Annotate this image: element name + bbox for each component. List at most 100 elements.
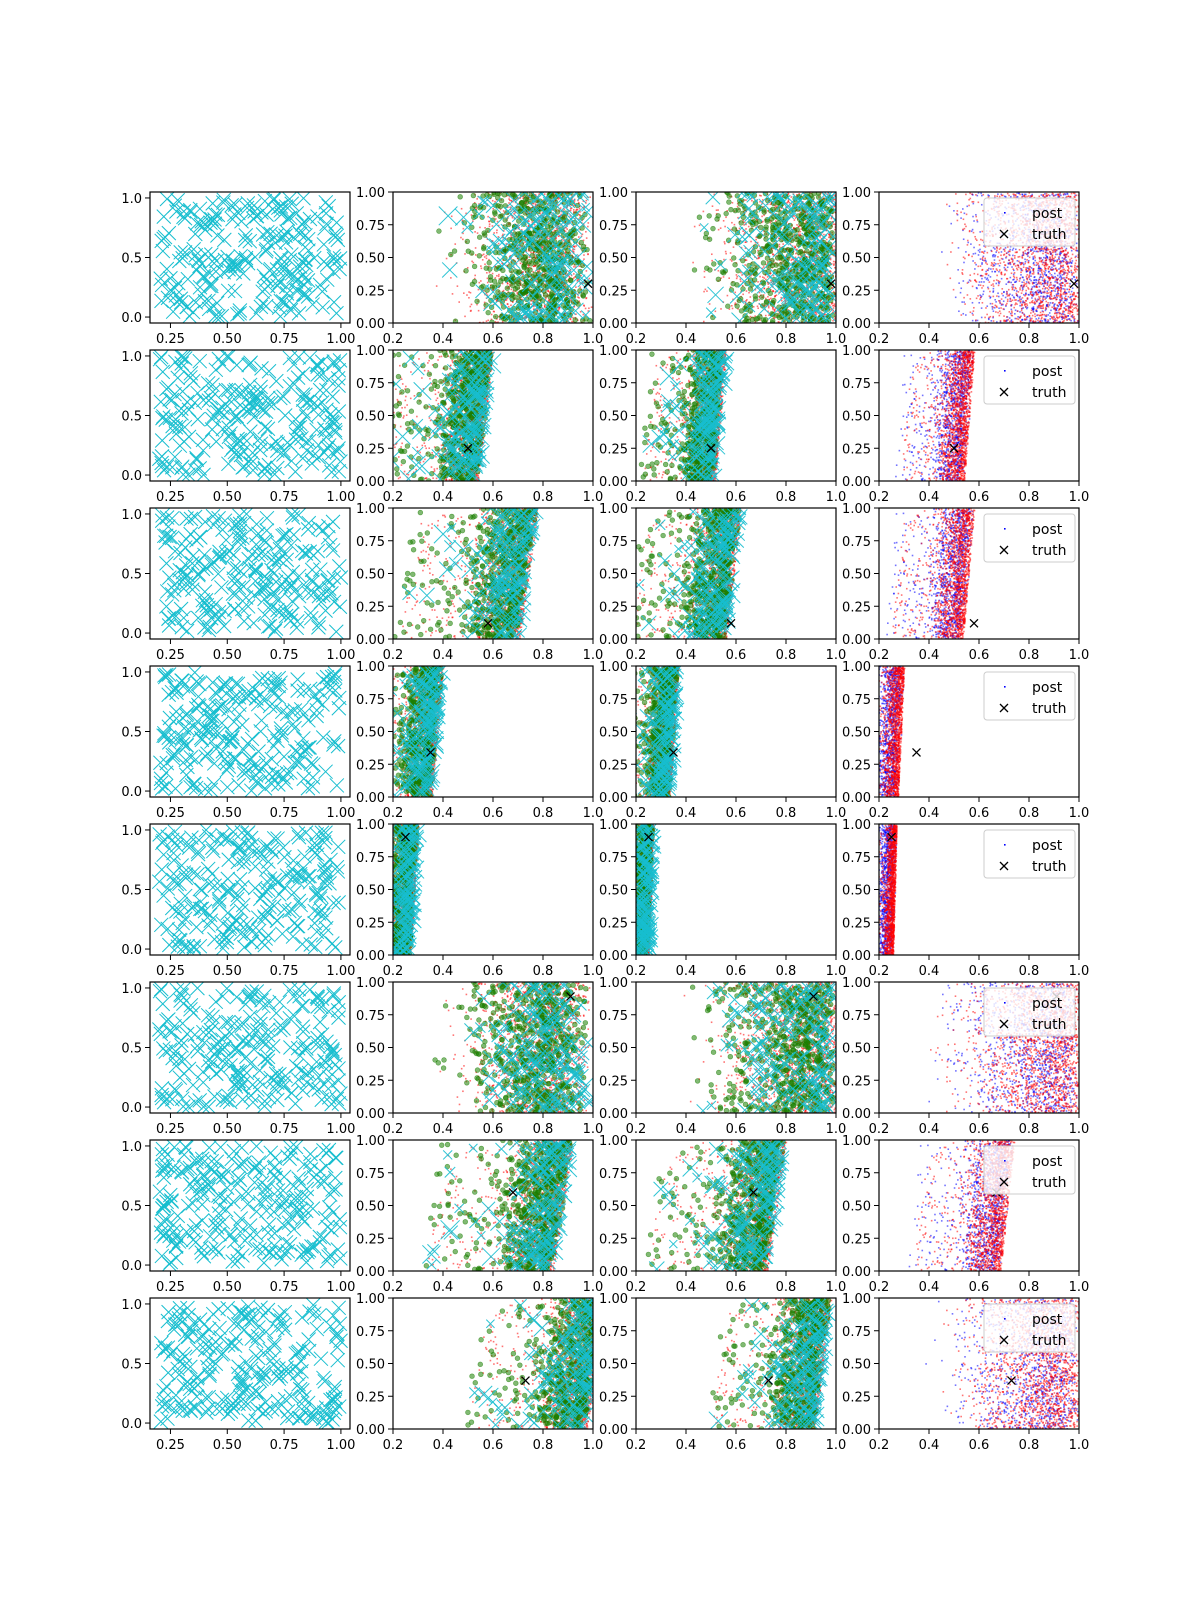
sample-x-mark xyxy=(297,271,312,287)
post-point-red xyxy=(780,227,782,230)
sample-x-mark xyxy=(318,194,334,210)
post-point-red xyxy=(548,237,550,240)
sample-point-green xyxy=(738,220,744,226)
post-point-red xyxy=(832,319,834,322)
post-point-red xyxy=(476,303,478,306)
post-point-red xyxy=(702,320,705,323)
post-point-red xyxy=(772,253,774,256)
post-point-red xyxy=(495,300,498,302)
post-point-red xyxy=(787,192,790,195)
post-point-red xyxy=(528,220,530,222)
sample-x-mark xyxy=(486,284,501,299)
post-point-red xyxy=(578,265,581,268)
post-point-red xyxy=(717,209,719,211)
post-point-red xyxy=(587,253,589,256)
post-point-red xyxy=(470,309,472,312)
post-point-red xyxy=(783,297,786,300)
post-point-blue xyxy=(998,264,1001,267)
plot-area xyxy=(691,192,836,323)
post-point-red xyxy=(555,237,557,240)
sample-x-mark xyxy=(767,241,777,251)
post-point-red xyxy=(494,277,497,279)
sample-x-mark xyxy=(286,230,302,246)
post-point-red xyxy=(799,289,801,291)
post-point-red xyxy=(576,280,579,282)
post-point-red xyxy=(769,221,772,224)
post-point-red xyxy=(501,282,504,285)
post-point-red xyxy=(742,300,744,303)
post-point-red xyxy=(557,309,560,312)
sample-x-mark xyxy=(821,192,836,210)
post-point-red xyxy=(736,205,739,208)
plot-area xyxy=(153,192,348,323)
post-point-red xyxy=(747,225,750,228)
post-point-red xyxy=(539,212,541,215)
post-point-red xyxy=(544,283,546,285)
post-point-red xyxy=(724,225,726,228)
post-point-red xyxy=(583,206,586,208)
post-point-blue xyxy=(983,245,985,247)
post-point-red xyxy=(528,195,531,197)
sample-x-mark xyxy=(737,199,759,220)
sample-x-mark xyxy=(488,238,507,256)
post-point-blue xyxy=(967,281,970,283)
sample-x-mark xyxy=(475,284,490,299)
post-point-red xyxy=(729,258,732,261)
post-point-red xyxy=(506,206,509,209)
sample-x-mark xyxy=(192,201,208,217)
post-point-red xyxy=(479,321,481,323)
post-point-blue xyxy=(1030,275,1032,278)
post-point-red xyxy=(761,215,763,218)
post-point-red xyxy=(547,290,549,292)
post-point-red xyxy=(525,315,528,318)
post-point-red xyxy=(587,225,589,228)
post-point-red xyxy=(745,259,748,262)
post-point-red xyxy=(758,295,760,298)
sample-point-green xyxy=(734,303,740,309)
post-point-red xyxy=(580,235,583,238)
post-point-red xyxy=(832,307,835,309)
post-point-blue xyxy=(1076,228,1078,231)
post-point-red xyxy=(566,295,568,298)
post-point-red xyxy=(832,260,835,263)
post-point-red xyxy=(510,234,512,237)
post-point-red xyxy=(752,305,755,308)
post-point-red xyxy=(576,293,579,295)
post-point-red xyxy=(553,192,556,195)
sample-point-green xyxy=(495,203,501,209)
sample-x-mark xyxy=(817,275,827,286)
post-point-red xyxy=(582,239,585,242)
sample-x-mark xyxy=(797,197,811,211)
post-point-red xyxy=(568,270,571,272)
sample-point-green xyxy=(492,313,499,320)
sample-x-mark xyxy=(532,217,545,230)
post-point-red xyxy=(509,208,512,210)
post-point-red xyxy=(494,265,497,268)
post-point-red xyxy=(585,297,587,300)
post-point-red xyxy=(756,219,758,221)
post-point-red xyxy=(472,220,474,222)
sample-x-mark xyxy=(279,224,294,239)
post-point-red xyxy=(502,289,505,292)
post-point-red xyxy=(730,304,733,307)
y-tick-label: 0.00 xyxy=(356,317,385,332)
truth-marker xyxy=(826,279,836,289)
sample-x-mark xyxy=(165,304,181,320)
post-point-red xyxy=(579,286,581,289)
sample-x-mark xyxy=(300,289,316,304)
y-tick-label: 0.50 xyxy=(599,252,628,267)
post-point-red xyxy=(571,238,574,241)
post-point-red xyxy=(499,208,502,211)
post-point-red xyxy=(745,228,747,230)
sample-point-green xyxy=(791,228,798,234)
post-point-red xyxy=(502,263,504,265)
post-point-red xyxy=(534,194,537,196)
post-point-red xyxy=(739,278,742,281)
post-point-red xyxy=(573,305,576,308)
sample-x-mark xyxy=(738,245,754,261)
post-point-red xyxy=(781,207,783,210)
sample-point-green xyxy=(532,271,538,277)
post-point-red xyxy=(757,257,760,260)
post-point-red xyxy=(692,261,694,264)
sample-x-mark xyxy=(186,241,202,257)
